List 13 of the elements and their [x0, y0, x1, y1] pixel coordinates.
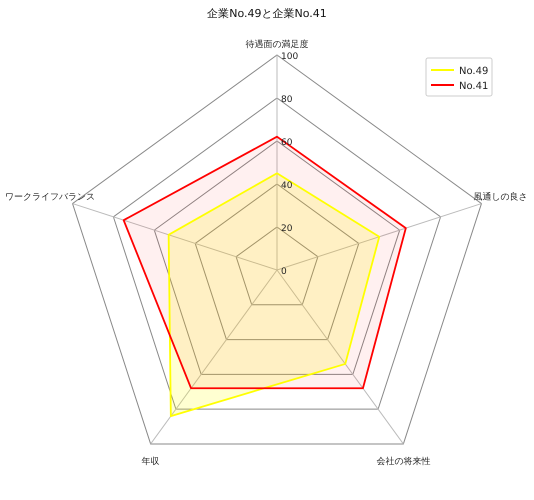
spoke-label: ワークライフバランス	[5, 192, 95, 203]
chart-title: 企業No.49と企業No.41	[207, 7, 327, 20]
legend-label: No.49	[459, 66, 488, 77]
spoke-label: 年収	[142, 456, 160, 467]
legend-label: No.41	[459, 81, 488, 92]
y-tick-label: 20	[281, 224, 293, 234]
y-tick-label: 80	[281, 95, 293, 105]
spoke-label: 待遇面の満足度	[246, 39, 308, 50]
spoke-label: 風通しの良さ	[473, 192, 528, 203]
y-tick-label: 40	[281, 181, 293, 191]
spoke-label: 会社の将来性	[376, 456, 430, 467]
y-tick-label: 100	[281, 52, 298, 62]
y-tick-label: 0	[281, 267, 287, 277]
